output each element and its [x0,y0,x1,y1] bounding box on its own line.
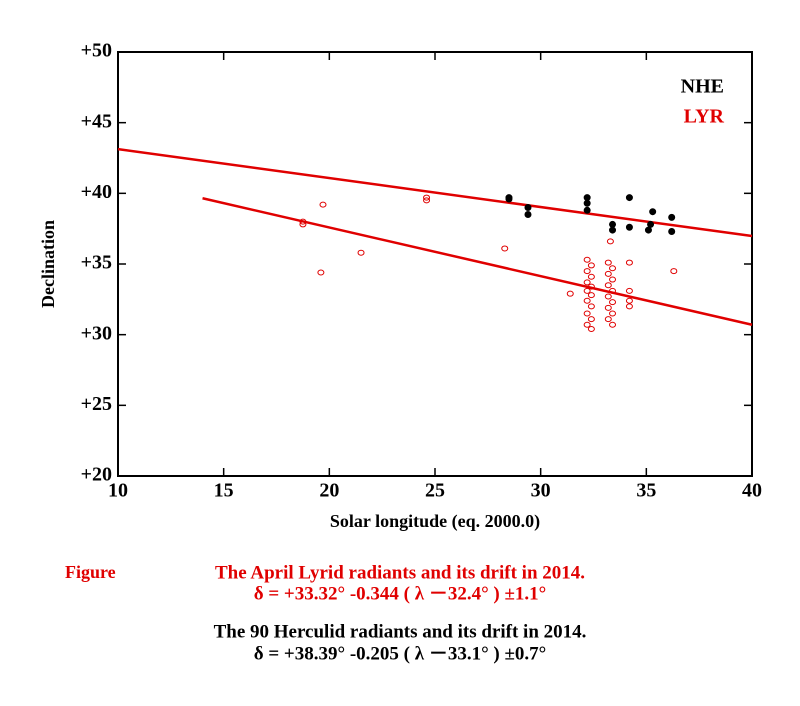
data-point [299,218,307,225]
x-tick-label: 30 [531,480,551,502]
data-point [609,287,617,294]
data-point [423,194,431,201]
data-point [319,201,327,208]
data-point [609,220,617,228]
data-point [587,273,595,280]
y-tick-label: +45 [81,110,112,132]
data-point [606,238,614,245]
figure-label: Figure [65,562,116,582]
data-point [604,259,612,266]
y-axis-label: Declination [38,220,58,308]
data-point [668,213,676,221]
x-tick-label: 20 [319,480,339,502]
data-point [644,226,652,234]
data-point [604,270,612,277]
data-point [587,262,595,269]
data-point [587,326,595,333]
data-point [524,203,532,211]
x-tick-label: 40 [742,480,762,502]
data-point [625,303,633,310]
data-point [299,221,307,228]
data-point [423,197,431,204]
data-point [583,256,591,263]
data-point [609,299,617,306]
data-point [625,194,633,202]
x-tick-label: 15 [214,480,234,502]
data-point [587,316,595,323]
y-tick-label: +25 [81,393,112,415]
data-point [583,268,591,275]
y-tick-label: +30 [81,322,112,344]
data-point [566,290,574,297]
y-tick-label: +40 [81,181,112,203]
fit-line [117,147,753,238]
data-point [587,292,595,299]
data-point [625,297,633,304]
fit-line [202,197,753,326]
y-tick-label: +35 [81,252,112,274]
data-point [649,208,657,216]
data-point [583,297,591,304]
data-point [670,268,678,275]
data-point [609,310,617,317]
data-point [505,195,513,203]
data-point [604,316,612,323]
data-point [609,321,617,328]
data-point [317,269,325,276]
data-point [583,321,591,328]
data-point [583,199,591,207]
data-point [524,211,532,219]
y-tick-label: +20 [81,464,112,486]
data-point [604,293,612,300]
y-tick-label: +50 [81,40,112,62]
data-point [583,310,591,317]
caption-line: The April Lyrid radiants and its drift i… [215,562,585,583]
data-point [625,259,633,266]
legend-entry: NHE [681,76,724,98]
data-point [587,303,595,310]
data-point [668,227,676,235]
data-point [583,194,591,202]
data-point [583,279,591,286]
data-point [583,287,591,294]
data-point [609,276,617,283]
caption-line: δ = +33.32° -0.344 ( λ －32.4° ) ±1.1° [254,583,547,604]
data-point [647,220,655,228]
x-axis-label: Solar longitude (eq. 2000.0) [330,511,540,532]
x-tick-label: 35 [636,480,656,502]
data-point [587,283,595,290]
data-point [501,245,509,252]
data-point [604,282,612,289]
caption-line: The 90 Herculid radiants and its drift i… [214,621,587,642]
x-tick-label: 10 [108,480,128,502]
x-tick-label: 25 [425,480,445,502]
legend-entry: LYR [684,106,725,128]
data-point [357,249,365,256]
data-point [609,265,617,272]
data-point [604,304,612,311]
data-point [625,287,633,294]
plot-frame [117,51,753,477]
data-point [583,206,591,214]
data-point [609,226,617,234]
data-point [625,223,633,231]
caption-line: δ = +38.39° -0.205 ( λ －33.1° ) ±0.7° [254,643,547,664]
